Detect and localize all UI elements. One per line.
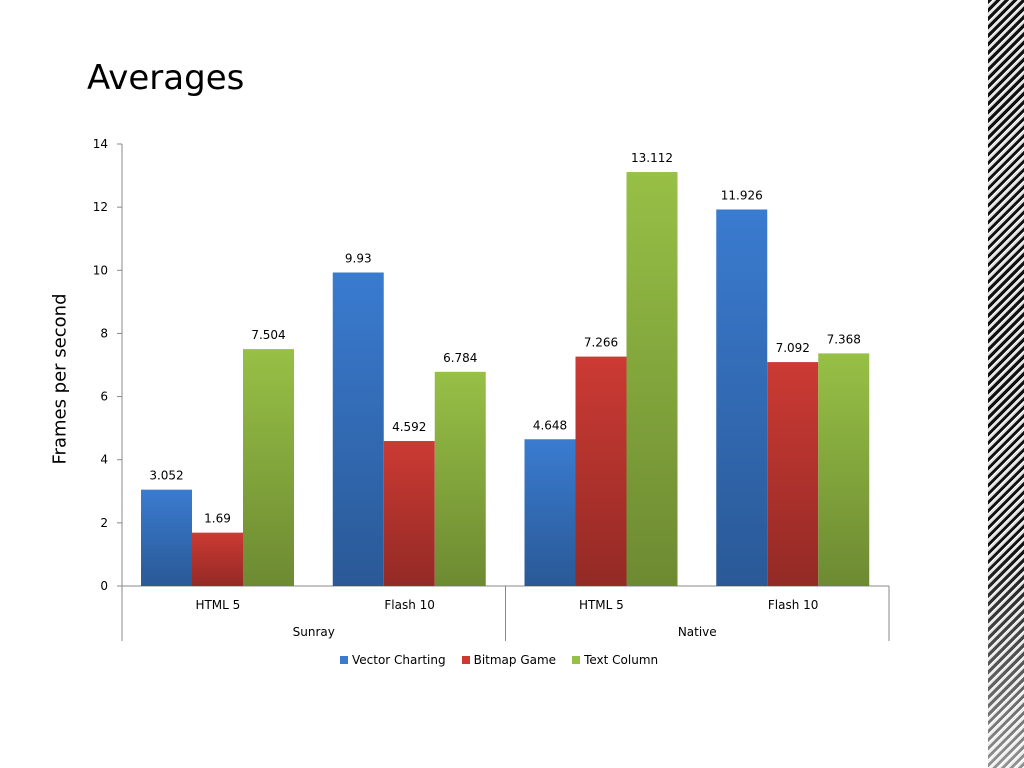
y-tick-label: 2 <box>100 516 108 530</box>
data-label: 7.368 <box>827 332 861 346</box>
bar <box>243 349 294 586</box>
bar <box>767 362 819 586</box>
data-label: 13.112 <box>631 151 673 165</box>
film-strip-fade <box>988 548 1024 768</box>
bar <box>524 439 576 586</box>
y-tick-label: 10 <box>93 263 108 277</box>
legend-item-vector-charting: Vector Charting <box>340 653 446 667</box>
data-label: 1.69 <box>204 512 231 526</box>
y-tick-label: 12 <box>93 200 108 214</box>
legend-label: Vector Charting <box>352 653 446 667</box>
bar <box>575 356 627 586</box>
legend-swatch <box>340 656 348 664</box>
bar <box>141 489 192 586</box>
slide-title: Averages <box>87 58 245 98</box>
legend-label: Text Column <box>584 653 659 667</box>
legend-item-text-column: Text Column <box>572 653 658 667</box>
y-tick-label: 4 <box>100 453 108 467</box>
y-tick-label: 0 <box>100 579 108 593</box>
data-label: 4.592 <box>392 420 426 434</box>
bar <box>626 172 678 586</box>
legend-swatch <box>461 656 470 664</box>
legend-label: Bitmap Game <box>473 653 557 667</box>
bar <box>716 209 768 587</box>
bar <box>383 441 435 586</box>
data-label: 4.648 <box>533 418 567 432</box>
bar <box>818 353 870 586</box>
bar <box>192 532 243 586</box>
y-tick-label: 6 <box>100 390 108 404</box>
y-tick-label: 14 <box>93 137 108 151</box>
x-tick-label: HTML 5 <box>579 598 624 612</box>
data-label: 11.926 <box>721 188 763 202</box>
x-tick-label: HTML 5 <box>195 598 240 612</box>
y-tick-label: 8 <box>100 326 108 340</box>
bar <box>434 371 486 586</box>
x-tick-label: Flash 10 <box>384 598 435 612</box>
legend-item-bitmap-game: Bitmap Game <box>461 653 557 667</box>
group-label: Native <box>678 625 717 639</box>
data-label: 7.092 <box>776 341 810 355</box>
data-label: 6.784 <box>443 351 477 365</box>
data-label: 9.93 <box>345 251 372 265</box>
group-label: Sunray <box>293 625 335 639</box>
data-label: 3.052 <box>149 469 183 483</box>
data-label: 7.504 <box>251 328 285 342</box>
legend: Vector Charting Bitmap Game Text Column <box>340 653 658 667</box>
data-label: 7.266 <box>584 336 618 350</box>
legend-swatch <box>572 656 581 664</box>
bar <box>332 272 384 586</box>
x-tick-label: Flash 10 <box>768 598 819 612</box>
